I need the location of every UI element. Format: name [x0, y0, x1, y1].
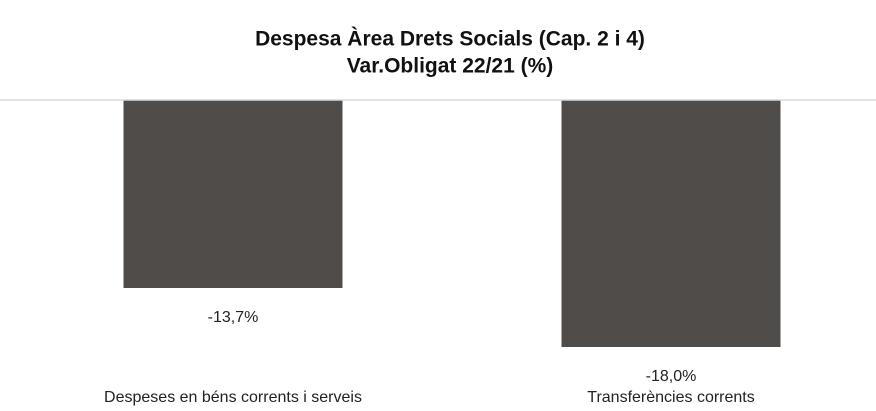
bar: [123, 100, 343, 288]
x-tick-label: Transferències corrents: [587, 389, 754, 406]
value-label: -18,0%: [646, 368, 697, 385]
chart-subtitle: Var.Obligat 22/21 (%): [347, 55, 554, 78]
chart-title: Despesa Àrea Drets Socials (Cap. 2 i 4): [255, 28, 645, 51]
value-label: -13,7%: [208, 309, 259, 326]
bar: [561, 100, 781, 347]
x-tick-label: Despeses en béns corrents i serveis: [104, 389, 362, 406]
